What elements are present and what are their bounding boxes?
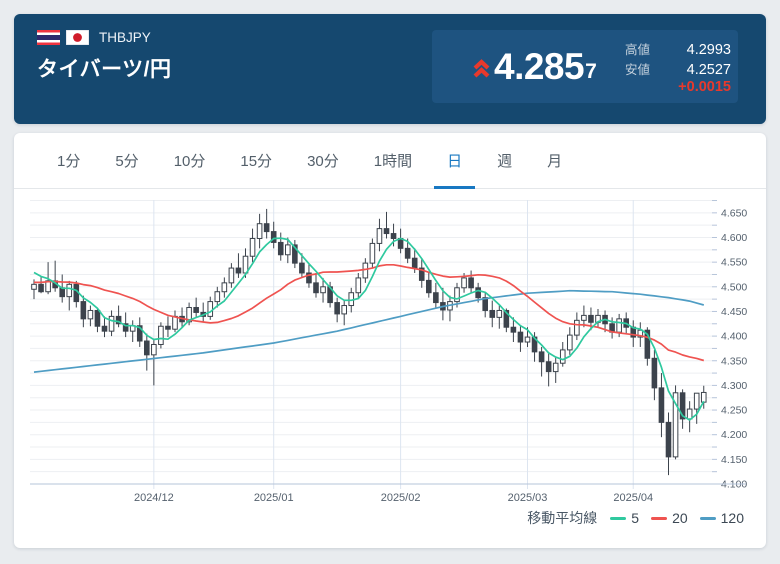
tab-day[interactable]: 日	[434, 133, 476, 189]
svg-text:4.650: 4.650	[721, 207, 747, 219]
ma-period-label: 5	[631, 510, 640, 526]
svg-text:2025/03: 2025/03	[508, 492, 548, 504]
low-row: 安値 4.2527	[625, 59, 731, 78]
japan-flag-icon	[66, 29, 89, 45]
low-value: 4.2527	[686, 61, 731, 78]
candlestick-chart[interactable]: 4.1004.1504.2004.2504.3004.3504.4004.450…	[14, 195, 766, 511]
ma-color-swatch	[610, 516, 627, 520]
tab-week[interactable]: 週	[497, 153, 513, 170]
chart-card: 1分 5分 10分 15分 30分 1時間日週月 4.100 4.150 4.200 4.250…	[14, 133, 766, 548]
tab-month[interactable]: 月	[547, 153, 563, 170]
tab-1hour[interactable]: 1時間	[373, 153, 413, 170]
price-panel: 4.285 7 高値 4.2993 安値 4.2527 +0.0015	[432, 30, 738, 103]
svg-text:4.300: 4.300	[721, 380, 747, 392]
pair-header-card: THBJPY タイバーツ/円 4.285 7 高値 4.2993 安値 4.25…	[14, 14, 766, 124]
high-row: 高値 4.2993	[625, 39, 731, 58]
svg-text:4.550: 4.550	[721, 257, 747, 269]
price-pip-digit: 7	[585, 60, 597, 83]
ma-legend-title: 移動平均線	[527, 510, 598, 526]
tab-5min[interactable]: 5分	[115, 153, 139, 170]
flag-row: THBJPY	[37, 29, 172, 45]
ma-color-swatch	[699, 516, 716, 520]
thailand-flag-icon	[37, 29, 60, 45]
ma120-line	[33, 289, 705, 373]
pair-title: タイバーツ/円	[37, 58, 172, 81]
svg-text:4.500: 4.500	[721, 281, 747, 293]
low-label: 安値	[625, 62, 651, 77]
double-up-chevron-icon	[473, 58, 490, 78]
high-value: 4.2993	[686, 41, 731, 58]
svg-text:4.250: 4.250	[721, 405, 747, 417]
ma-legend: 移動平均線 5 20 120	[527, 508, 744, 528]
current-price: 4.285 7	[472, 48, 597, 85]
daily-stats: 高値 4.2993 安値 4.2527 +0.0015	[625, 39, 731, 95]
svg-text:4.350: 4.350	[721, 355, 747, 367]
ma-period-label: 20	[672, 510, 688, 526]
pair-info: THBJPY タイバーツ/円	[37, 29, 172, 83]
svg-text:4.400: 4.400	[721, 331, 747, 343]
ma-legend-items: 5 20 120	[610, 510, 744, 526]
svg-text:2024/12: 2024/12	[134, 492, 174, 504]
svg-text:2025/04: 2025/04	[613, 492, 653, 504]
svg-text:2025/02: 2025/02	[381, 492, 421, 504]
svg-text:4.600: 4.600	[721, 232, 747, 244]
price-value: 4.285	[494, 46, 585, 87]
ma-legend-item-5: 5	[610, 510, 639, 526]
svg-text:2025/01: 2025/01	[254, 492, 294, 504]
y-axis-labels: 4.1004.1504.2004.2504.3004.3504.4004.450…	[721, 207, 747, 490]
ma5-line	[33, 237, 705, 421]
pair-code: THBJPY	[99, 29, 151, 45]
ma20-line	[34, 263, 705, 362]
ma-legend-item-20: 20	[651, 510, 688, 526]
svg-text:4.200: 4.200	[721, 429, 747, 441]
high-label: 高値	[625, 42, 651, 57]
tab-10min[interactable]: 10分	[173, 153, 206, 170]
svg-text:4.450: 4.450	[721, 306, 747, 318]
tab-15min[interactable]: 15分	[240, 153, 273, 170]
tab-1min[interactable]: 1分	[57, 153, 81, 170]
ma-color-swatch	[651, 516, 668, 520]
ma-period-label: 120	[720, 510, 744, 526]
tab-30min[interactable]: 30分	[307, 153, 339, 170]
ma-legend-item-120: 120	[699, 510, 744, 526]
change-value: +0.0015	[678, 78, 731, 95]
svg-text:4.150: 4.150	[721, 454, 747, 466]
timeframe-tabbar: 1分 5分 10分 15分 30分 1時間 日 週 月	[14, 133, 766, 189]
